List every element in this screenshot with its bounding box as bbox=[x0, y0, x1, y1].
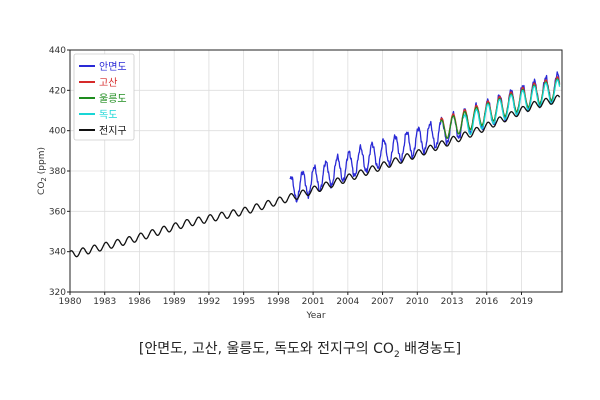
x-tick-label: 2019 bbox=[510, 297, 533, 307]
series-lines bbox=[69, 71, 561, 258]
y-axis-title-main: CO bbox=[37, 182, 47, 195]
series-line bbox=[462, 79, 561, 136]
x-tick-label: 1995 bbox=[232, 297, 255, 307]
y-tick-label: 380 bbox=[49, 167, 66, 177]
y-tick-label: 440 bbox=[49, 46, 66, 56]
y-tick-label: 420 bbox=[49, 86, 66, 96]
y-ticks: 320 340 360 380 400 420 440 bbox=[49, 46, 70, 298]
x-tick-label: 1986 bbox=[128, 297, 151, 307]
series-line bbox=[69, 94, 561, 258]
y-tick-label: 400 bbox=[49, 127, 66, 137]
x-axis-title: Year bbox=[305, 311, 325, 321]
legend-label: 독도 bbox=[99, 109, 117, 121]
x-tick-label: 1980 bbox=[59, 297, 82, 307]
x-tick-label: 1998 bbox=[267, 297, 290, 307]
co2-chart: 320 340 360 380 400 420 440 1980 1983 1986 1989 19… bbox=[37, 46, 563, 321]
y-axis-title: CO2 (ppm) bbox=[37, 147, 48, 195]
x-ticks: 1980 1983 1986 1989 1992 1995 1998 2001 2004 2007… bbox=[59, 292, 533, 307]
series-line bbox=[439, 78, 561, 139]
legend-box bbox=[73, 53, 135, 141]
caption-after: 배경농도] bbox=[399, 341, 462, 357]
x-tick-label: 2004 bbox=[336, 297, 359, 307]
legend-label: 고산 bbox=[99, 77, 117, 89]
grid bbox=[69, 49, 562, 293]
caption-before: [안면도, 고산, 울릉도, 독도와 전지구의 CO bbox=[138, 341, 394, 357]
y-axis-title-rest: (ppm) bbox=[37, 147, 47, 177]
x-tick-label: 1992 bbox=[197, 297, 220, 307]
y-axis-title-sub: 2 bbox=[40, 177, 48, 181]
y-tick-label: 360 bbox=[49, 207, 66, 217]
series-line bbox=[289, 71, 561, 203]
series-line bbox=[439, 76, 561, 139]
x-tick-label: 2001 bbox=[302, 297, 325, 307]
x-tick-label: 1989 bbox=[163, 297, 186, 307]
y-tick-label: 340 bbox=[49, 248, 66, 258]
x-tick-label: 2016 bbox=[475, 297, 498, 307]
y-tick-label: 320 bbox=[49, 288, 66, 298]
legend-label: 안면도 bbox=[99, 61, 127, 73]
x-tick-label: 2010 bbox=[406, 297, 429, 307]
figure-caption: [안면도, 고산, 울릉도, 독도와 전지구의 CO2 배경농도] bbox=[0, 338, 600, 360]
legend-label: 전지구 bbox=[99, 125, 127, 137]
x-tick-label: 2007 bbox=[371, 297, 394, 307]
caption-subscript: 2 bbox=[393, 349, 400, 360]
x-tick-label: 2013 bbox=[441, 297, 464, 307]
legend-label: 울릉도 bbox=[99, 93, 127, 105]
x-tick-label: 1983 bbox=[93, 297, 116, 307]
